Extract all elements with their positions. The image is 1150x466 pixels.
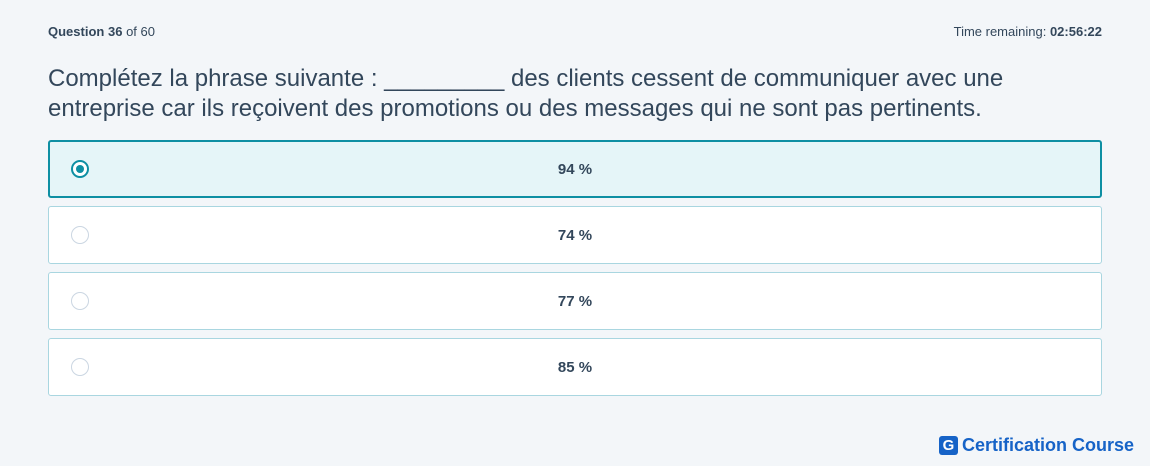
question-label: Question (48, 24, 105, 39)
answer-options: 94 % 74 % 77 % 85 % (48, 140, 1102, 404)
question-total: of 60 (126, 24, 155, 39)
answer-label: 85 % (557, 358, 593, 376)
answer-label: 77 % (557, 292, 593, 310)
answer-option[interactable]: 85 % (48, 338, 1102, 396)
radio-icon[interactable] (71, 292, 89, 310)
answer-option[interactable]: 74 % (48, 206, 1102, 264)
brand-logo: G Certification Course (938, 435, 1134, 456)
quiz-header: Question 36 of 60 Time remaining: 02:56:… (48, 24, 1102, 39)
question-counter: Question 36 of 60 (48, 24, 155, 39)
timer: Time remaining: 02:56:22 (954, 24, 1102, 39)
question-text: Complétez la phrase suivante : _________… (48, 65, 1004, 122)
radio-icon[interactable] (71, 358, 89, 376)
answer-label: 74 % (557, 226, 593, 244)
radio-selected-icon[interactable] (71, 160, 89, 178)
timer-value: 02:56:22 (1049, 24, 1102, 39)
answer-option[interactable]: 77 % (48, 272, 1102, 330)
timer-label: Time remaining: (953, 24, 1047, 39)
brand-name: Certification Course (961, 435, 1134, 455)
answer-option[interactable]: 94 % (48, 140, 1102, 198)
radio-icon[interactable] (71, 226, 89, 244)
question-number: 36 (107, 24, 123, 39)
brand-mark-icon: G (938, 436, 958, 455)
answer-label: 94 % (557, 160, 593, 178)
